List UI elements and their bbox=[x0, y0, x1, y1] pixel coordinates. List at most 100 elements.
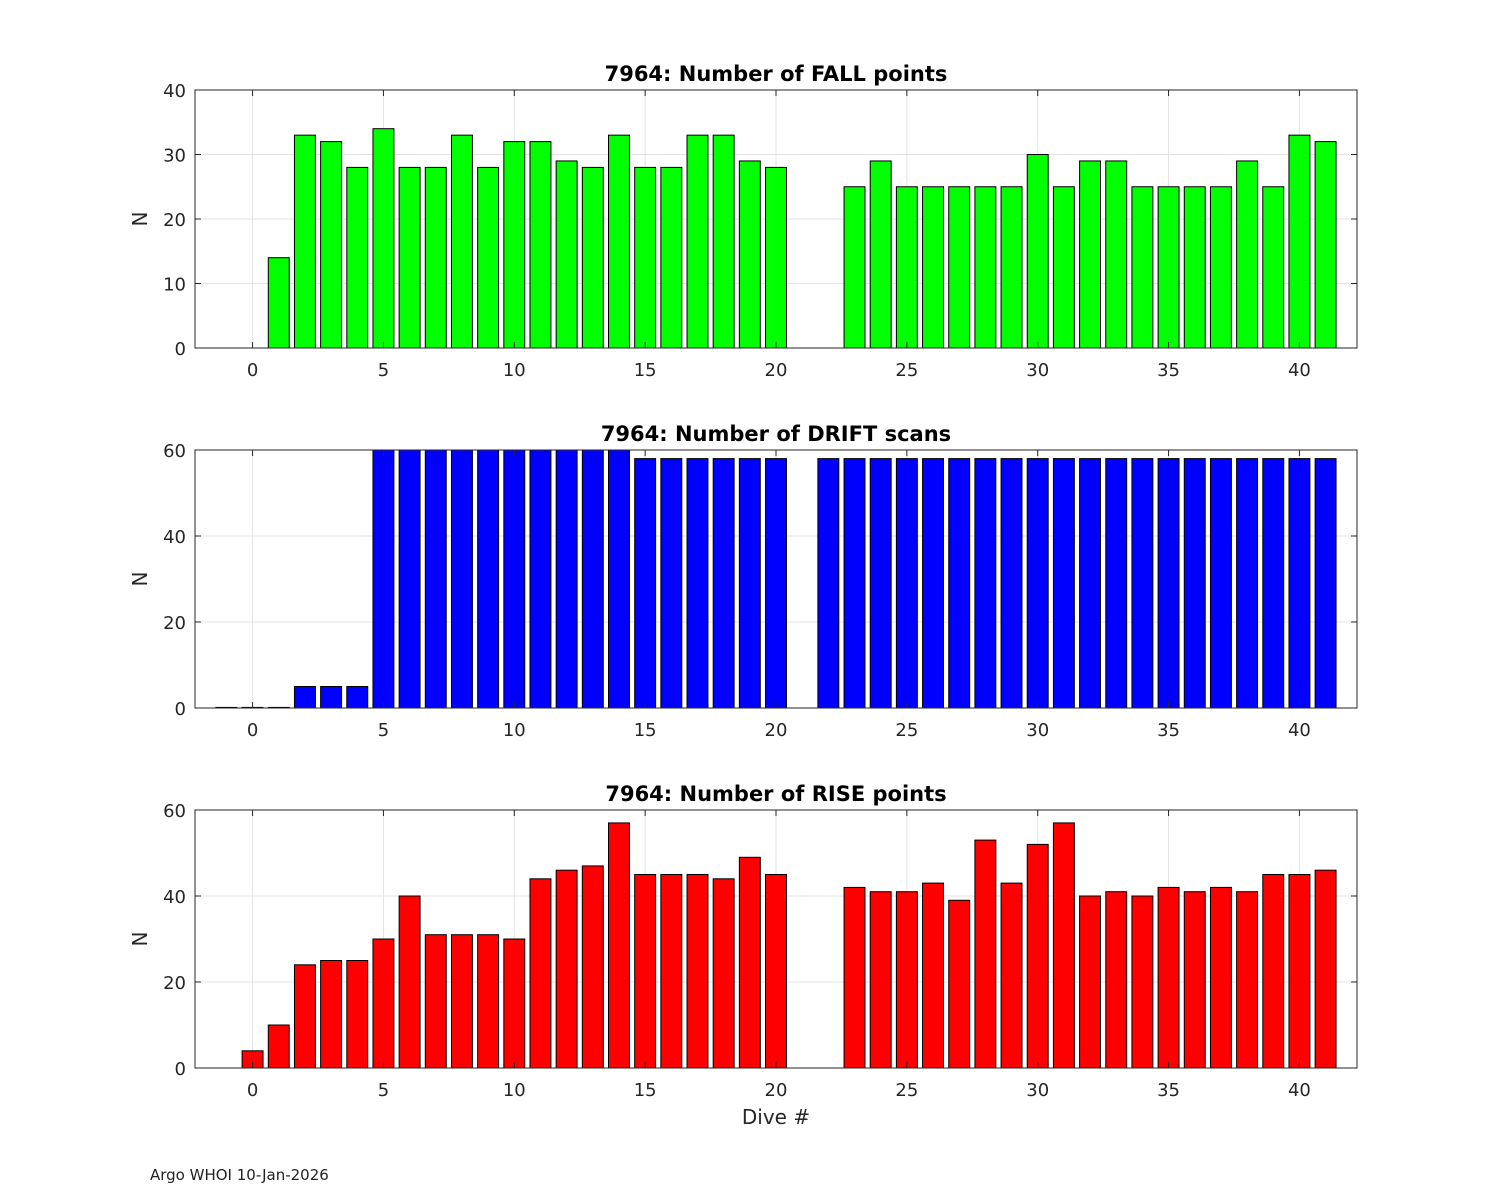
bar-dive-31 bbox=[1052, 458, 1075, 709]
bar-dive-11 bbox=[529, 449, 552, 709]
chart-title: 7964: Number of RISE points bbox=[605, 782, 946, 806]
bar-dive-29 bbox=[1000, 882, 1023, 1069]
bar-dive-30 bbox=[1026, 458, 1049, 709]
y-tick-label: 60 bbox=[163, 441, 186, 462]
bar-dive-29 bbox=[1000, 186, 1023, 349]
bar-dive-8 bbox=[450, 134, 473, 349]
x-tick-label: 40 bbox=[1288, 720, 1311, 741]
bar-dive-4 bbox=[346, 960, 369, 1069]
bar-dive-38 bbox=[1236, 458, 1259, 709]
bar-dive-5 bbox=[372, 938, 395, 1069]
bar-dive-35 bbox=[1157, 186, 1180, 349]
bar-dive-40 bbox=[1288, 458, 1311, 709]
bar-dive-37 bbox=[1209, 186, 1232, 349]
bar-dive-20 bbox=[765, 458, 787, 709]
bar-dive-33 bbox=[1105, 160, 1128, 349]
bar-dive-38 bbox=[1236, 160, 1259, 349]
bar-dive-7 bbox=[424, 449, 447, 709]
bar-dive-10 bbox=[503, 449, 526, 709]
bar-dive-41 bbox=[1314, 869, 1337, 1069]
y-tick-label: 10 bbox=[163, 275, 186, 296]
bar-dive-31 bbox=[1052, 186, 1075, 349]
bar-dive-39 bbox=[1262, 186, 1285, 349]
bar-dive-10 bbox=[503, 141, 526, 349]
x-tick-label: 40 bbox=[1288, 360, 1311, 381]
bar-dive-2 bbox=[293, 134, 316, 349]
chart-title: 7964: Number of DRIFT scans bbox=[601, 422, 951, 446]
bar-dive-28 bbox=[974, 839, 997, 1069]
rise-points-chart: 0 5 10 15 20 25 30 35 40 0 20 40 60 7964: Number of R… bbox=[128, 782, 1358, 1129]
bar-dive-27 bbox=[948, 186, 971, 349]
bar-dive-38 bbox=[1236, 891, 1259, 1069]
bar-dive-7 bbox=[424, 166, 447, 349]
bar-dive-26 bbox=[922, 458, 944, 709]
bar-dive-26 bbox=[922, 186, 944, 349]
y-tick-label: 0 bbox=[175, 339, 186, 360]
bar-dive-14 bbox=[608, 822, 630, 1069]
bar-dive-11 bbox=[529, 878, 552, 1069]
bar-dive-18 bbox=[712, 458, 735, 709]
bar-dive-23 bbox=[843, 886, 866, 1069]
bar-dive-23 bbox=[843, 186, 866, 349]
x-tick-label: 15 bbox=[634, 360, 657, 381]
bar-dive-3 bbox=[320, 960, 343, 1069]
x-axis-label: Dive # bbox=[742, 1105, 810, 1129]
bar-dive-4 bbox=[346, 166, 369, 349]
bar-dive-20 bbox=[765, 874, 787, 1069]
bar-dive-32 bbox=[1079, 895, 1102, 1069]
bar-dive-28 bbox=[974, 458, 997, 709]
bar-dive-1 bbox=[267, 1024, 290, 1069]
bar-dive-1 bbox=[267, 257, 290, 349]
bar-dive-30 bbox=[1026, 154, 1049, 349]
bar-dive-39 bbox=[1262, 458, 1285, 709]
bar-dive-25 bbox=[895, 186, 918, 349]
bar-dive-33 bbox=[1105, 458, 1128, 709]
bar-dive-6 bbox=[398, 166, 421, 349]
bar-dive-31 bbox=[1052, 822, 1075, 1069]
bar-dive-5 bbox=[372, 449, 395, 709]
x-tick-label: 0 bbox=[247, 720, 258, 741]
y-axis-label: N bbox=[128, 572, 152, 587]
x-tick-label: 35 bbox=[1157, 1080, 1180, 1101]
bar-dive-18 bbox=[712, 134, 735, 349]
x-tick-label: 0 bbox=[247, 360, 258, 381]
bar-dive-35 bbox=[1157, 886, 1180, 1069]
bar-dive-6 bbox=[398, 449, 421, 709]
bar-dive-22 bbox=[817, 458, 840, 709]
y-tick-label: 40 bbox=[163, 887, 186, 908]
bar-dive-36 bbox=[1183, 186, 1206, 349]
bar-dive-9 bbox=[477, 449, 500, 709]
bar-dive-12 bbox=[555, 449, 578, 709]
x-tick-label: 25 bbox=[895, 720, 918, 741]
bar-dive-16 bbox=[660, 874, 683, 1069]
bar-dive-40 bbox=[1288, 134, 1311, 349]
bar-dive-32 bbox=[1079, 160, 1102, 349]
x-tick-label: 35 bbox=[1157, 360, 1180, 381]
bar-dive-19 bbox=[738, 458, 761, 709]
x-tick-label: 35 bbox=[1157, 720, 1180, 741]
bar-dive-16 bbox=[660, 166, 683, 349]
bar-dive-13 bbox=[581, 865, 604, 1069]
x-tick-label: 10 bbox=[503, 720, 526, 741]
bar-dive-19 bbox=[738, 160, 761, 349]
x-tick-label: 5 bbox=[378, 720, 389, 741]
bar-dive-27 bbox=[948, 458, 971, 709]
bar-dive-11 bbox=[529, 141, 552, 349]
bar-dive-30 bbox=[1026, 843, 1049, 1069]
bar-dive-33 bbox=[1105, 891, 1128, 1069]
bar-dive-17 bbox=[686, 134, 709, 349]
bar-dive-25 bbox=[895, 458, 918, 709]
bar-dive-32 bbox=[1079, 458, 1102, 709]
y-tick-label: 20 bbox=[163, 973, 186, 994]
bar-dive-41 bbox=[1314, 458, 1337, 709]
x-tick-label: 15 bbox=[634, 1080, 657, 1101]
bar-dive-23 bbox=[843, 458, 866, 709]
x-tick-label: 40 bbox=[1288, 1080, 1311, 1101]
bar-dive-9 bbox=[477, 934, 500, 1069]
y-tick-label: 0 bbox=[175, 1059, 186, 1080]
y-tick-label: 60 bbox=[163, 801, 186, 822]
bar-dive-15 bbox=[634, 166, 657, 349]
x-tick-label: 5 bbox=[378, 360, 389, 381]
y-tick-label: 20 bbox=[163, 210, 186, 231]
